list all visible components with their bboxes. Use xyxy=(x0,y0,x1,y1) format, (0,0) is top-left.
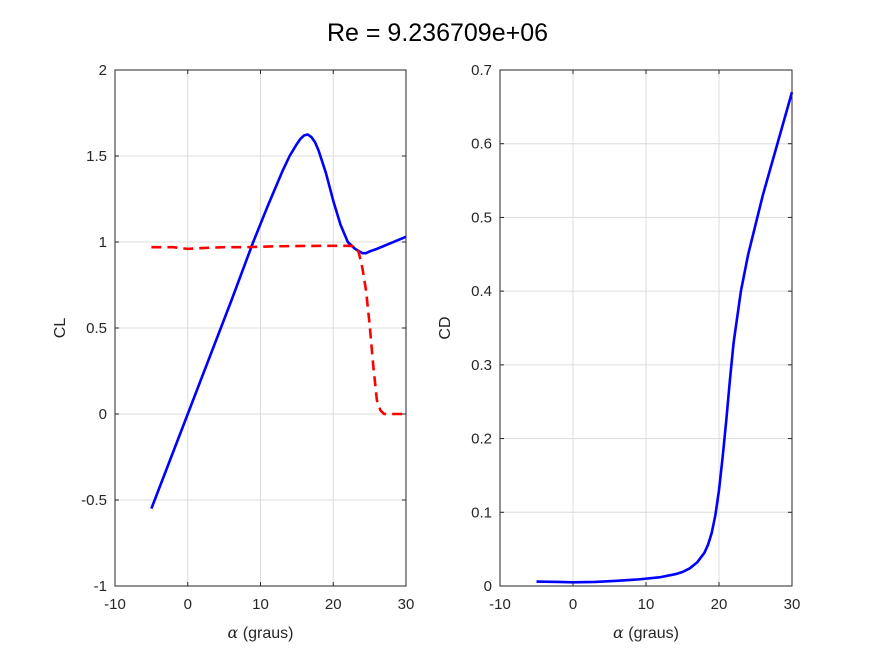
cl-y-tick-label: 1 xyxy=(99,234,107,251)
cl-ticks: -10 0 10 20 30 -1 -0.5 0 0.5 1 1.5 2 xyxy=(81,62,414,613)
cl-x-label-symbol: α xyxy=(228,623,239,642)
cl-grid xyxy=(114,69,407,587)
cd-y-tick-label: 0.5 xyxy=(471,209,492,226)
cl-series-line-solid xyxy=(150,133,407,510)
cl-x-label-unit: (graus) xyxy=(238,625,293,642)
cl-y-tick-label: 1.5 xyxy=(86,148,107,165)
cd-x-axis-label: α (graus) xyxy=(613,623,679,642)
cd-y-tick-label: 0.3 xyxy=(471,357,492,374)
cl-series xyxy=(150,133,407,510)
cl-x-tick-label: 30 xyxy=(398,596,415,613)
cd-y-tick-label: 0.2 xyxy=(471,431,492,448)
cd-y-tick-label: 0 xyxy=(484,578,492,595)
cl-x-tick-label: -10 xyxy=(104,596,126,613)
cl-x-axis-label: α (graus) xyxy=(228,623,294,642)
cd-series-line-solid xyxy=(536,91,794,584)
figure-title: Re = 9.236709e+06 xyxy=(327,19,548,47)
cd-y-tick-label: 0.4 xyxy=(471,283,492,300)
cd-y-axis-label: CD xyxy=(437,316,454,339)
cl-y-tick-label: -1 xyxy=(94,578,107,595)
cd-x-tick-label: 0 xyxy=(569,596,577,613)
cd-y-tick-label: 0.1 xyxy=(471,504,492,521)
cd-x-tick-label: 10 xyxy=(638,596,655,613)
cl-axes: -10 0 10 20 30 -1 -0.5 0 0.5 1 1.5 2 α (graus) CL xyxy=(52,62,414,642)
cd-x-tick-label: -10 xyxy=(489,596,511,613)
cd-y-tick-label: 0.7 xyxy=(471,62,492,79)
cl-x-tick-label: 10 xyxy=(252,596,269,613)
cl-y-tick-label: -0.5 xyxy=(81,492,107,509)
cl-y-tick-label: 0.5 xyxy=(86,320,107,337)
cd-x-label-unit: (graus) xyxy=(624,625,679,642)
cd-x-tick-label: 20 xyxy=(711,596,728,613)
cl-y-axis-label: CL xyxy=(52,318,69,339)
cd-series xyxy=(536,91,794,584)
cd-y-tick-label: 0.6 xyxy=(471,136,492,153)
cl-y-tick-label: 2 xyxy=(99,62,107,79)
cd-x-tick-label: 30 xyxy=(784,596,801,613)
cl-x-tick-label: 20 xyxy=(325,596,342,613)
cl-y-tick-label: 0 xyxy=(99,406,107,423)
cd-x-label-symbol: α xyxy=(613,623,624,642)
cl-x-tick-label: 0 xyxy=(184,596,192,613)
